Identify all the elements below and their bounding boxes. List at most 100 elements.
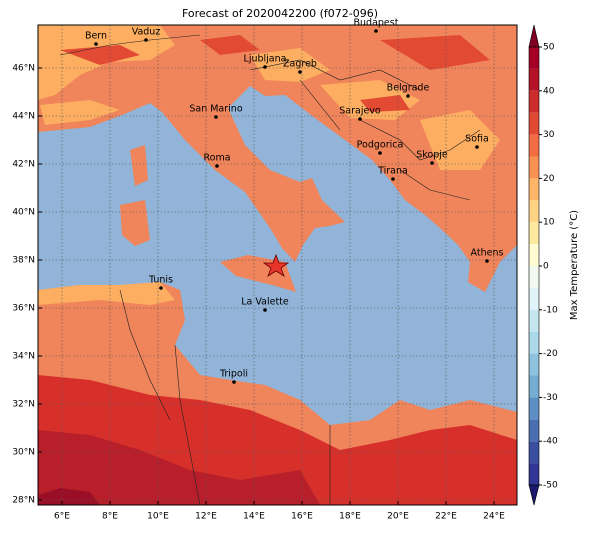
city-label: Ljubljana <box>244 54 287 65</box>
colorbar-label: Max Temperature (°C) <box>569 210 580 320</box>
colorbar-tick-label: 0 <box>543 262 549 272</box>
city-label: Roma <box>203 153 230 164</box>
x-tick-label: 22°E <box>435 512 457 522</box>
city-dot <box>475 145 479 149</box>
colorbar-tick-label: -40 <box>543 437 558 447</box>
city-label: Bern <box>85 31 107 42</box>
colorbar-band <box>529 200 539 223</box>
coast-patch <box>38 282 175 305</box>
colorbar-tick-label: -30 <box>543 393 558 403</box>
y-tick-label: 40°N <box>12 208 35 218</box>
x-tick-label: 14°E <box>243 512 265 522</box>
city-label: Sofia <box>465 134 489 145</box>
y-tick-label: 46°N <box>12 64 35 74</box>
colorbar: -50 -40 -30 -20 -10 0 10 20 30 40 50 <box>528 24 558 506</box>
city-label: Tunis <box>148 275 173 286</box>
colorbar-extend-min <box>528 484 540 506</box>
x-tick-label: 12°E <box>195 512 217 522</box>
hottest-core <box>38 488 100 505</box>
colorbar-band <box>529 353 539 376</box>
city-dot <box>159 286 163 290</box>
colorbar-tick-label: 50 <box>543 43 555 53</box>
city-label: Belgrade <box>387 83 430 94</box>
x-tick-label: 20°E <box>387 512 409 522</box>
city-label: Podgorica <box>357 140 404 151</box>
corsica <box>130 145 148 186</box>
colorbar-tick-label: -50 <box>543 481 558 491</box>
warm-patch <box>60 35 490 112</box>
city-dot <box>263 308 267 312</box>
y-tick-label: 34°N <box>12 352 35 362</box>
city-dot <box>298 70 302 74</box>
city-dot <box>263 65 267 69</box>
borders <box>59 34 481 505</box>
colorbar-band <box>529 68 539 91</box>
colorbar-tick-label: -20 <box>543 349 558 359</box>
city-label: Budapest <box>354 18 399 29</box>
colorbar-band <box>529 419 539 442</box>
city-dot <box>94 42 98 46</box>
city-label: Tirana <box>377 166 408 177</box>
colorbar-band <box>529 375 539 398</box>
city-label: La Valette <box>241 297 289 308</box>
colorbar-band <box>529 331 539 354</box>
city-dot <box>485 259 489 263</box>
y-tick-label: 32°N <box>12 400 35 410</box>
title: Forecast of 2020042200 (f072-096) <box>182 7 378 20</box>
colorbar-band <box>529 112 539 135</box>
colorbar-band <box>529 178 539 201</box>
city-dot <box>358 117 362 121</box>
y-tick-label: 44°N <box>12 112 35 122</box>
city-label: Zagreb <box>283 59 317 70</box>
city-label: Athens <box>471 248 504 259</box>
colorbar-tick-label: -10 <box>543 305 558 315</box>
colorbar-band <box>529 287 539 310</box>
y-tick-label: 42°N <box>12 160 35 170</box>
city-dot <box>144 38 148 42</box>
city-label: San Marino <box>189 104 242 115</box>
city-dot <box>374 29 378 33</box>
city-dot <box>214 115 218 119</box>
city-label: Tripoli <box>219 369 248 380</box>
colorbar-band <box>529 90 539 113</box>
y-tick-label: 30°N <box>12 448 35 458</box>
city-dot <box>430 161 434 165</box>
city-label: Sarajevo <box>339 106 381 117</box>
x-tick-label: 6°E <box>54 512 70 522</box>
colorbar-tick-label: 20 <box>543 174 555 184</box>
x-tick-label: 24°E <box>483 512 505 522</box>
colorbar-band <box>529 463 539 485</box>
colorbar-band <box>529 441 539 464</box>
colorbar-band <box>529 244 539 266</box>
city-dot <box>391 177 395 181</box>
y-tick-label: 36°N <box>12 304 35 314</box>
x-tick-label: 16°E <box>291 512 313 522</box>
colorbar-band <box>529 156 539 179</box>
x-tick-label: 18°E <box>339 512 361 522</box>
city-dot <box>232 380 236 384</box>
map-frame <box>37 24 518 506</box>
colorbar-band <box>529 397 539 420</box>
city-dot <box>215 164 219 168</box>
colorbar-tick-label: 10 <box>543 218 555 228</box>
colorbar-tick-label: 30 <box>543 130 555 140</box>
sardinia <box>120 200 150 246</box>
colorbar-band <box>529 47 539 69</box>
colorbar-band <box>529 266 539 288</box>
city-dot <box>378 151 382 155</box>
hot-core <box>38 430 320 505</box>
colorbar-extend-max <box>528 24 540 48</box>
location-star <box>262 253 290 277</box>
city-dot <box>406 94 410 98</box>
city-label: Skopje <box>416 150 448 161</box>
y-tick-label: 38°N <box>12 256 35 266</box>
colorbar-band <box>529 222 539 245</box>
y-tick-label: 28°N <box>12 496 35 506</box>
colorbar-tick-label: 40 <box>543 86 555 96</box>
x-tick-label: 10°E <box>147 512 169 522</box>
city-label: Vaduz <box>132 27 161 38</box>
x-tick-label: 8°E <box>102 512 118 522</box>
colorbar-band <box>529 134 539 157</box>
